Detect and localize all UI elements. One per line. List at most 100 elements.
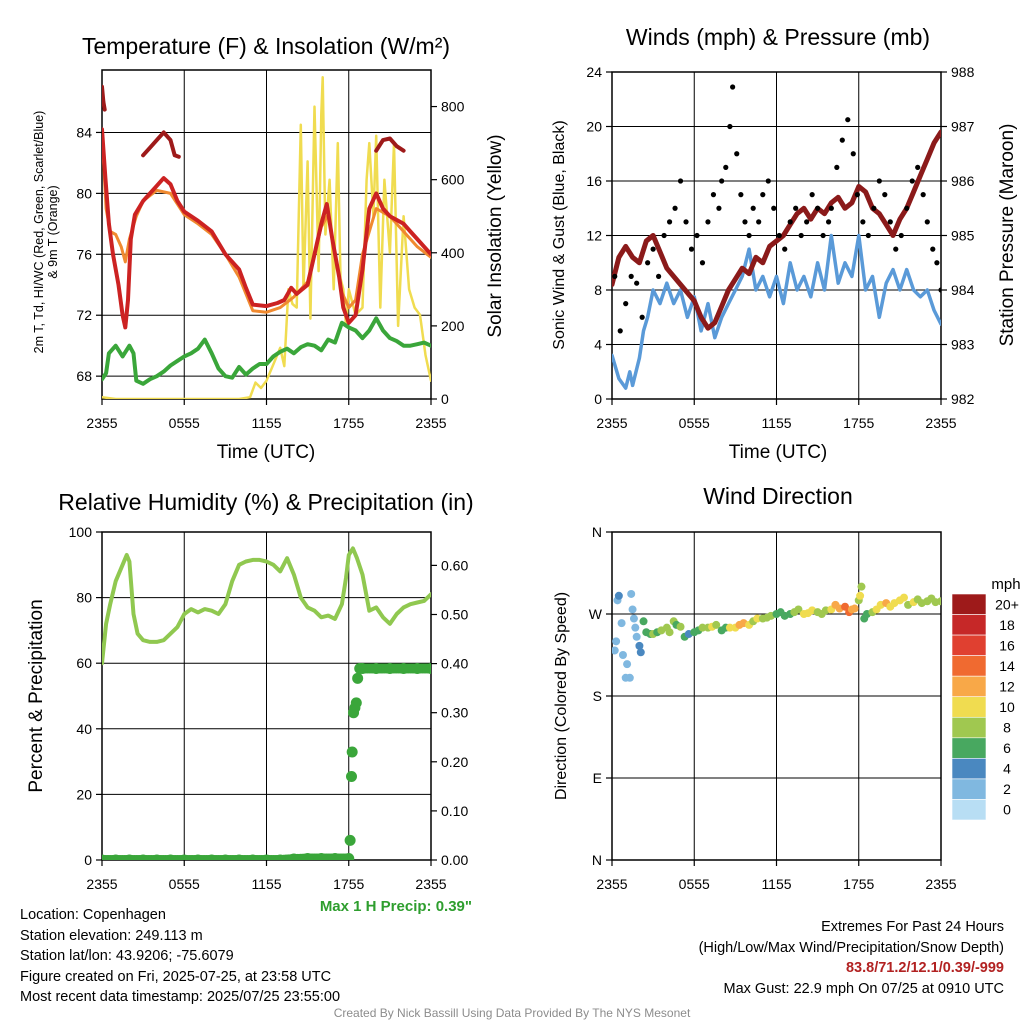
precip-point <box>192 854 204 860</box>
temperature-x-axis-label: Time (UTC) <box>217 442 316 463</box>
dir-y-tick-label: N <box>592 524 602 540</box>
colorbar-swatch <box>951 778 987 800</box>
direction-point <box>628 605 637 614</box>
humidity-precip-chart: Relative Humidity (%) & Precipitation (i… <box>26 489 474 915</box>
gust-point <box>760 192 766 198</box>
direction-point <box>639 617 648 626</box>
recent-data-text: Most recent data timestamp: 2025/07/25 2… <box>20 989 341 1005</box>
latlon-text: Station lat/lon: 43.9206; -75.6079 <box>20 948 234 964</box>
precip-point <box>102 854 108 860</box>
precip-point <box>233 854 245 860</box>
direction-point <box>625 673 634 682</box>
precip-point <box>384 663 396 675</box>
precip-point <box>165 854 177 860</box>
gust-point <box>850 151 856 157</box>
created-text: Figure created on Fri, 2025-07-25, at 23… <box>20 968 332 985</box>
gust-point <box>938 287 941 293</box>
precip-point <box>206 854 218 860</box>
temperature-series <box>102 76 431 399</box>
temp-y-tick-label: 68 <box>76 368 92 384</box>
direction-point <box>614 591 623 600</box>
colorbar-swatch <box>951 634 987 656</box>
precip-point <box>398 663 410 675</box>
gust-point <box>723 164 729 170</box>
direction-point <box>665 628 674 637</box>
direction-point <box>618 651 627 659</box>
gust-point <box>860 219 866 225</box>
series-t2m <box>102 127 431 330</box>
location-text: Location: Copenhagen <box>20 907 166 923</box>
credit-text: Created By Nick Bassill Using Data Provi… <box>333 1006 691 1020</box>
colorbar-label: 14 <box>999 658 1015 674</box>
rh-y-tick-label: 80 <box>76 590 92 606</box>
gust-point <box>727 123 733 130</box>
wind-right-tick-label: 982 <box>951 391 975 407</box>
temp-plot-frame <box>101 69 432 400</box>
gust-point <box>738 192 744 198</box>
direction-point <box>850 604 859 613</box>
temp-right-tick-label: 200 <box>441 318 465 334</box>
station-info: Location: Copenhagen Station elevation: … <box>20 905 340 1008</box>
solar-axis-label: Solar Insolation (Yellow) <box>485 134 506 337</box>
gust-point <box>666 219 673 225</box>
colorbar-swatch <box>951 758 987 780</box>
temp-y-tick-label: 76 <box>76 246 92 262</box>
temp-x-tick-label: 2355 <box>415 415 446 431</box>
precip-point <box>261 854 272 860</box>
precip-point <box>274 854 286 860</box>
gust-point <box>782 246 788 252</box>
gust-point <box>672 205 678 211</box>
dir-plot-frame <box>611 531 942 861</box>
extremes-subtitle: (High/Low/Max Wind/Precipitation/Snow De… <box>698 939 1004 956</box>
wind-direction-chart-title: Wind Direction <box>703 483 853 509</box>
rh-x-tick-label: 2355 <box>86 876 117 892</box>
precip-point <box>219 854 231 860</box>
temperature-left-axis-label-line2: & 9m T (Orange) <box>46 185 60 278</box>
precip-point <box>356 663 368 675</box>
wind-chart: Winds (mph) & Pressure (mb) Sonic Wind &… <box>551 24 1018 463</box>
rh-right-tick-label: 0.10 <box>441 803 468 819</box>
extremes-title: Extremes For Past 24 Hours <box>821 919 1004 935</box>
precip-point <box>123 854 135 860</box>
temp-y-tick-label: 80 <box>76 185 92 201</box>
gust-point <box>887 219 893 225</box>
series-hi <box>102 84 107 112</box>
gust-point <box>904 205 910 211</box>
wind-right-tick-label: 988 <box>951 64 975 80</box>
gust-point <box>820 232 826 239</box>
wind-x-tick-label: 0555 <box>679 415 710 431</box>
colorbar-label: 6 <box>1003 740 1011 756</box>
colorbar-swatch <box>951 593 987 615</box>
wind-y-tick-label: 20 <box>586 119 602 135</box>
direction-point <box>712 620 721 629</box>
rh-y-tick-label: 60 <box>76 655 92 671</box>
gust-point <box>746 232 752 239</box>
precip-point <box>137 854 149 860</box>
pressure-axis-label: Station Pressure (Maroon) <box>997 124 1018 347</box>
gust-point <box>771 205 777 211</box>
wind-y-tick-label: 0 <box>594 391 602 407</box>
dir-x-tick-label: 1155 <box>761 876 791 892</box>
rh-y-tick-label: 20 <box>76 786 92 802</box>
precip-point <box>370 663 382 675</box>
rh-x-tick-label: 1155 <box>251 876 281 892</box>
dir-y-tick-label: S <box>593 688 602 704</box>
temp-x-tick-label: 2355 <box>86 415 117 431</box>
gust-point <box>909 178 915 184</box>
wind-y-tick-label: 8 <box>594 282 602 298</box>
extremes-info: Extremes For Past 24 Hours (High/Low/Max… <box>699 917 1004 999</box>
direction-point <box>676 622 685 631</box>
gust-point <box>710 192 717 198</box>
temp-x-tick-label: 1155 <box>251 415 281 431</box>
temp-right-tick-label: 800 <box>441 99 465 115</box>
gust-point <box>705 219 711 225</box>
wind-right-tick-label: 985 <box>951 228 975 244</box>
wind-y-tick-label: 4 <box>594 337 602 353</box>
precip-point <box>345 771 357 783</box>
direction-point <box>612 646 619 655</box>
gust-point <box>719 178 725 184</box>
precip-point <box>411 663 423 675</box>
gust-point <box>815 205 821 211</box>
colorbar-label: 10 <box>999 699 1015 715</box>
